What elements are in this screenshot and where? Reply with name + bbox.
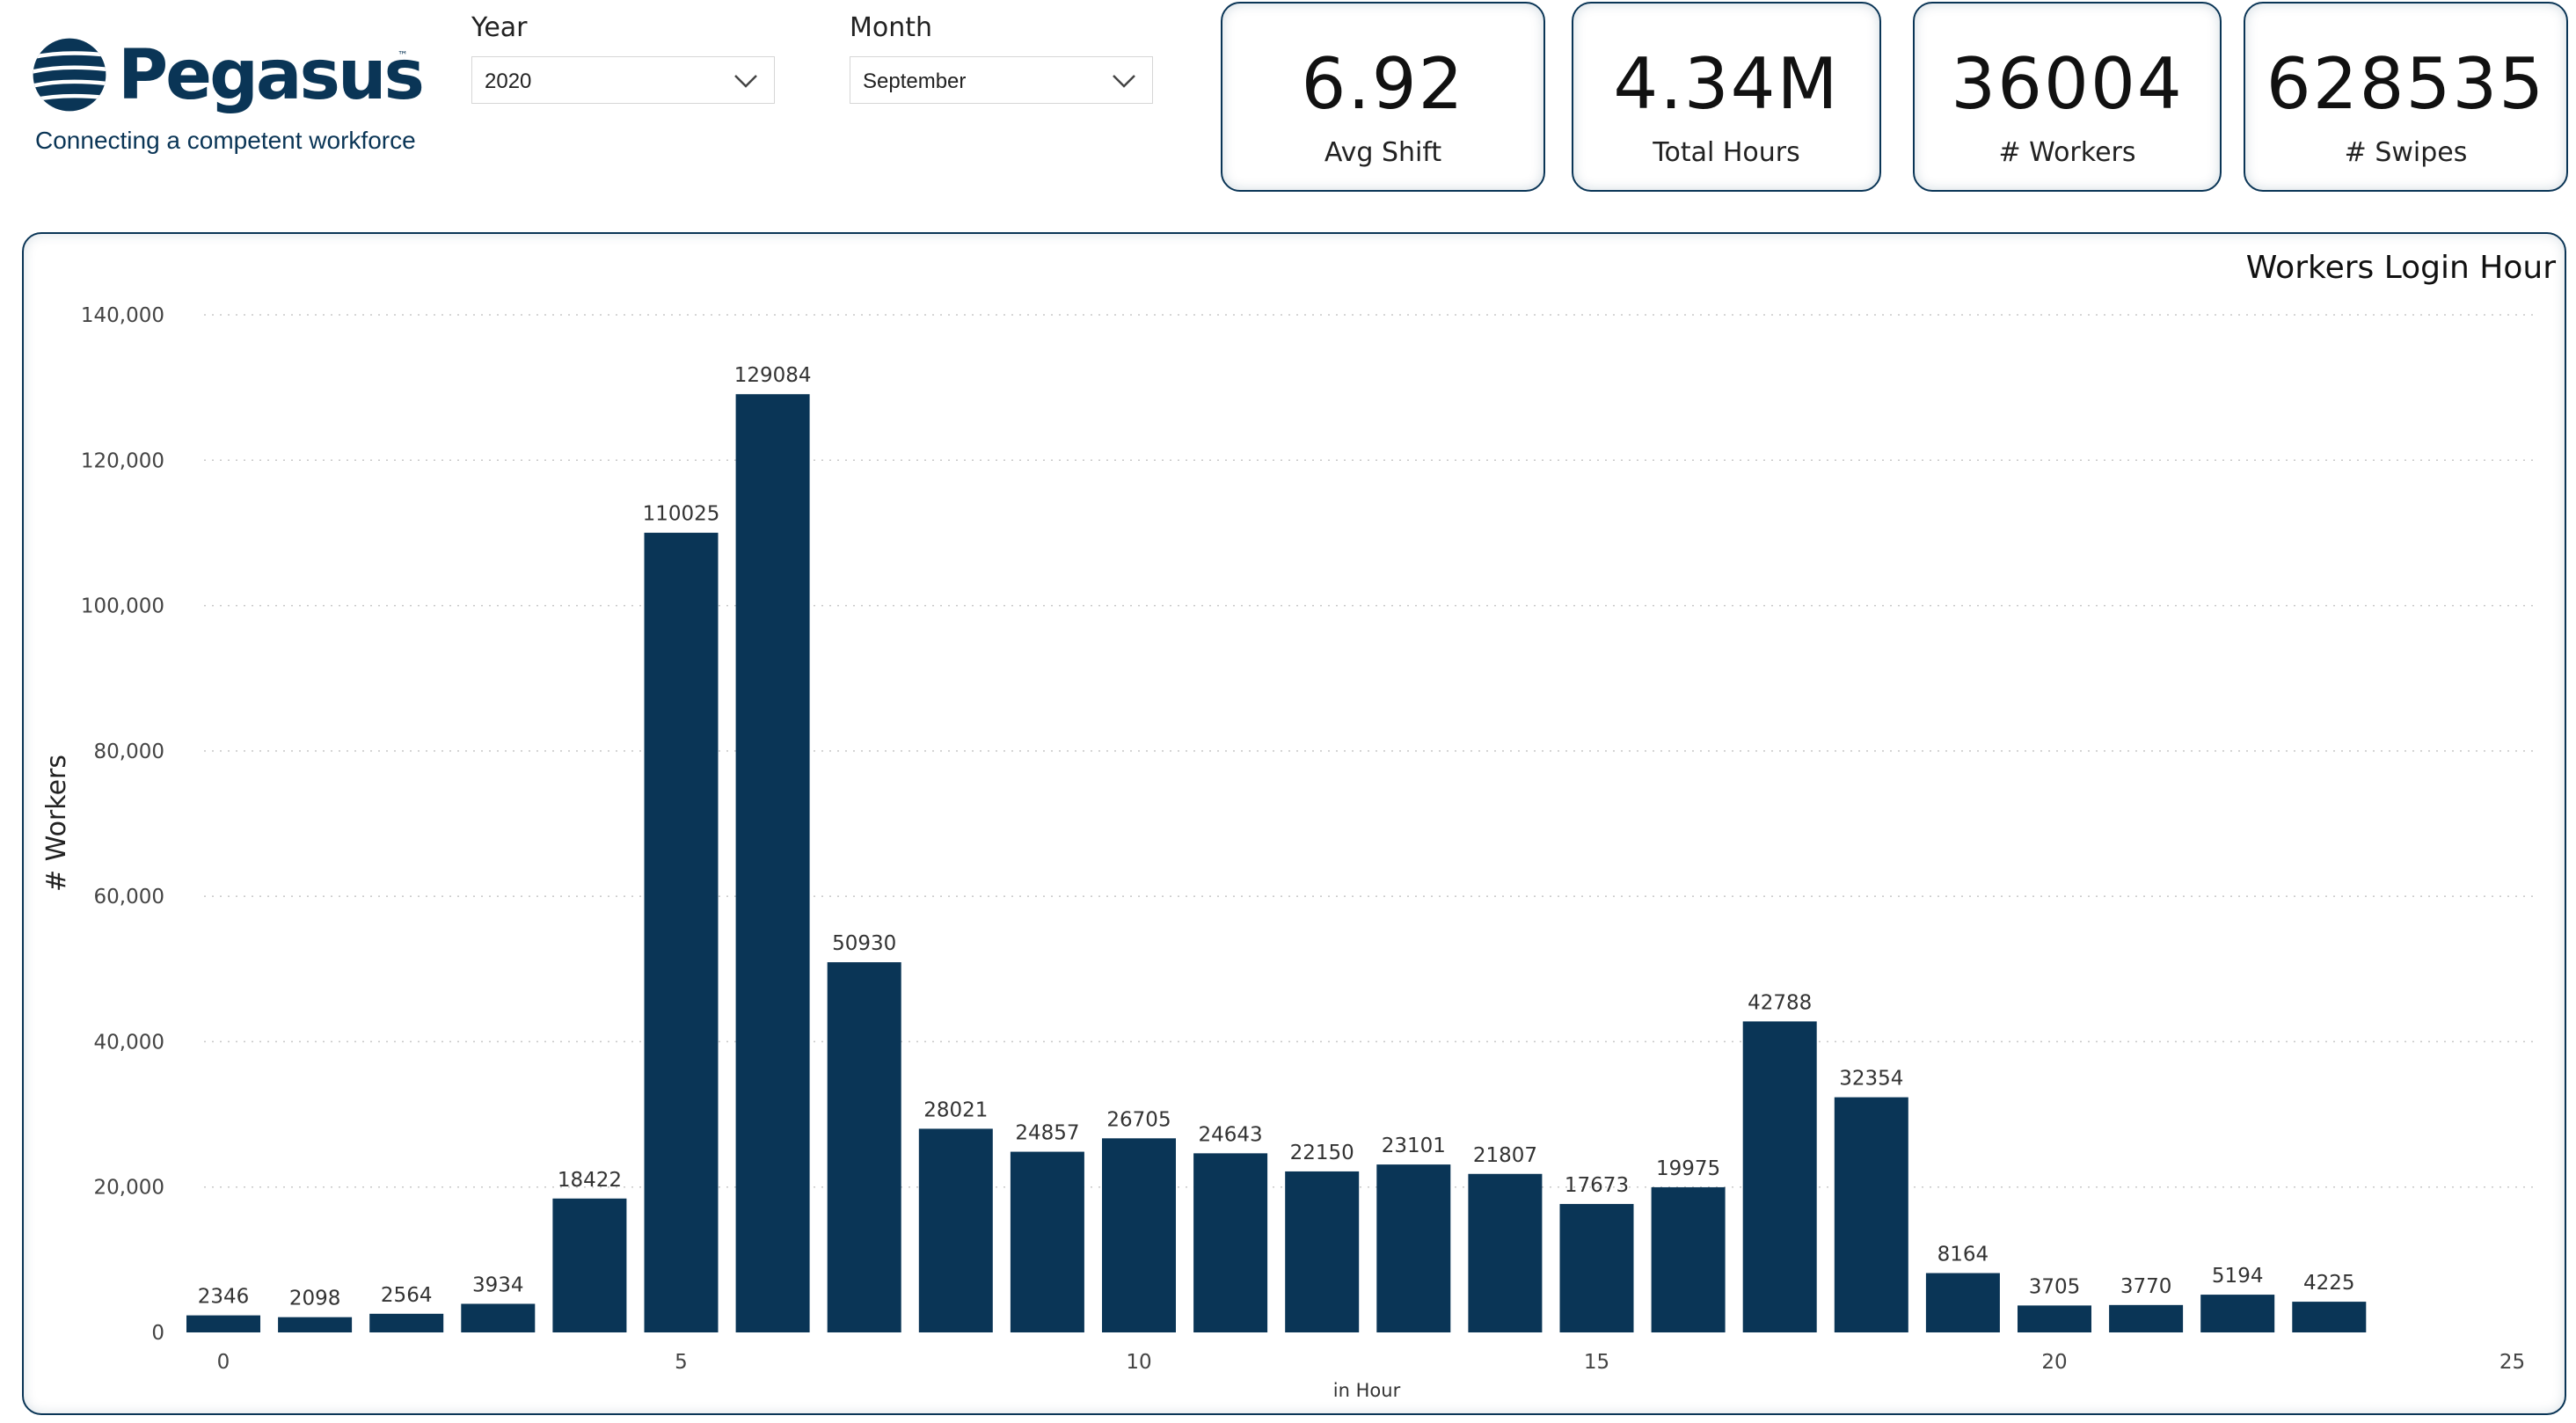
bar xyxy=(2109,1304,2184,1332)
kpi-card-avg-shift: 6.92 Avg Shift xyxy=(1221,2,1545,192)
data-label: 26705 xyxy=(1106,1108,1171,1131)
bar xyxy=(1285,1171,1360,1332)
data-label: 110025 xyxy=(643,503,720,526)
y-tick-label: 60,000 xyxy=(94,886,164,909)
bar xyxy=(461,1303,536,1332)
x-tick-label: 10 xyxy=(1126,1351,1151,1374)
y-tick-label: 100,000 xyxy=(81,595,164,618)
x-axis-title: in Hour xyxy=(1333,1380,1401,1401)
bar xyxy=(2200,1295,2275,1332)
chevron-down-icon xyxy=(734,75,757,88)
x-tick-label: 5 xyxy=(675,1351,688,1374)
bar xyxy=(1559,1203,1634,1332)
chart-title: Workers Login Hour xyxy=(2245,250,2556,286)
bar xyxy=(278,1317,353,1332)
data-label: 22150 xyxy=(1290,1142,1354,1164)
brand-name: Pegasus xyxy=(118,36,425,115)
chevron-down-icon xyxy=(1113,75,1135,88)
bar xyxy=(1010,1151,1084,1332)
bar xyxy=(735,394,810,1333)
bar xyxy=(918,1128,993,1332)
year-slicer: Year 2020 xyxy=(471,9,775,104)
bar xyxy=(827,962,901,1332)
kpi-value: 36004 xyxy=(1951,43,2184,125)
month-dropdown-value: September xyxy=(863,69,967,93)
year-dropdown[interactable]: 2020 xyxy=(471,56,775,104)
brand-logo: Pegasus ™ Connecting a competent workfor… xyxy=(30,32,426,164)
chart-panel: 0 20,000 40,000 60,000 80,000 100,000 120,000 1… xyxy=(22,232,2566,1415)
data-label: 5194 xyxy=(2212,1265,2264,1288)
data-label: 8164 xyxy=(1937,1244,1989,1266)
bar xyxy=(1193,1153,1268,1332)
data-label: 50930 xyxy=(832,932,896,955)
data-label: 129084 xyxy=(734,364,812,387)
data-label: 24643 xyxy=(1199,1123,1263,1146)
x-tick-label: 15 xyxy=(1584,1351,1609,1374)
y-tick-label: 120,000 xyxy=(81,449,164,472)
kpi-card-swipes: 628535 # Swipes xyxy=(2244,2,2568,192)
year-dropdown-value: 2020 xyxy=(485,69,532,93)
data-label: 2098 xyxy=(289,1288,341,1310)
month-dropdown[interactable]: September xyxy=(850,56,1153,104)
month-slicer-label: Month xyxy=(850,12,933,43)
kpi-label: # Swipes xyxy=(2344,137,2468,168)
x-tick-label: 25 xyxy=(2499,1351,2525,1374)
kpi-label: # Workers xyxy=(1998,137,2136,168)
bar xyxy=(552,1198,627,1332)
data-label: 19975 xyxy=(1656,1157,1720,1180)
data-label: 3705 xyxy=(2029,1275,2081,1298)
bar xyxy=(1376,1164,1451,1332)
bar xyxy=(186,1315,260,1332)
workers-login-hour-chart: 0 20,000 40,000 60,000 80,000 100,000 120,000 1… xyxy=(41,304,2539,1401)
bar xyxy=(1925,1273,2000,1332)
bar xyxy=(1651,1186,1726,1332)
bar xyxy=(2018,1305,2091,1332)
bar xyxy=(1102,1138,1176,1332)
y-tick-label: 40,000 xyxy=(94,1031,164,1054)
y-tick-label: 20,000 xyxy=(94,1177,164,1200)
data-label: 2346 xyxy=(198,1286,250,1309)
data-label: 32354 xyxy=(1839,1068,1903,1091)
data-label: 17673 xyxy=(1565,1174,1629,1197)
brand-tagline: Connecting a competent workforce xyxy=(35,127,416,154)
x-tick-label: 20 xyxy=(2041,1351,2067,1374)
data-label: 21807 xyxy=(1473,1144,1537,1167)
kpi-value: 6.92 xyxy=(1301,43,1465,125)
data-label: 2564 xyxy=(381,1284,433,1307)
kpi-label: Total Hours xyxy=(1653,137,1800,168)
bar xyxy=(1468,1173,1543,1332)
data-label: 3770 xyxy=(2120,1275,2172,1298)
kpi-card-total-hours: 4.34M Total Hours xyxy=(1572,2,1881,192)
data-label: 28021 xyxy=(923,1098,988,1121)
bar xyxy=(1834,1097,1908,1332)
bar xyxy=(369,1313,444,1332)
bar xyxy=(1742,1021,1817,1332)
data-label: 42788 xyxy=(1748,991,1812,1014)
globe-logo-icon xyxy=(33,38,106,112)
bar xyxy=(2292,1302,2367,1332)
data-label: 24857 xyxy=(1015,1122,1079,1145)
x-tick-label: 0 xyxy=(217,1351,230,1374)
kpi-value: 628535 xyxy=(2266,43,2546,125)
data-label: 23101 xyxy=(1382,1135,1446,1157)
y-axis-title: # Workers xyxy=(41,755,72,892)
kpi-card-workers: 36004 # Workers xyxy=(1913,2,2222,192)
data-label: 18422 xyxy=(558,1169,622,1192)
year-slicer-label: Year xyxy=(471,12,528,43)
kpi-value: 4.34M xyxy=(1613,43,1840,125)
kpi-label: Avg Shift xyxy=(1324,137,1442,168)
bar xyxy=(644,532,719,1332)
y-tick-label: 0 xyxy=(151,1322,164,1345)
data-label: 3934 xyxy=(472,1273,524,1296)
data-label: 4225 xyxy=(2303,1272,2355,1295)
month-slicer: Month September xyxy=(850,9,1153,104)
y-tick-label: 80,000 xyxy=(94,741,164,763)
brand-trademark: ™ xyxy=(398,49,408,62)
y-tick-label: 140,000 xyxy=(81,304,164,327)
